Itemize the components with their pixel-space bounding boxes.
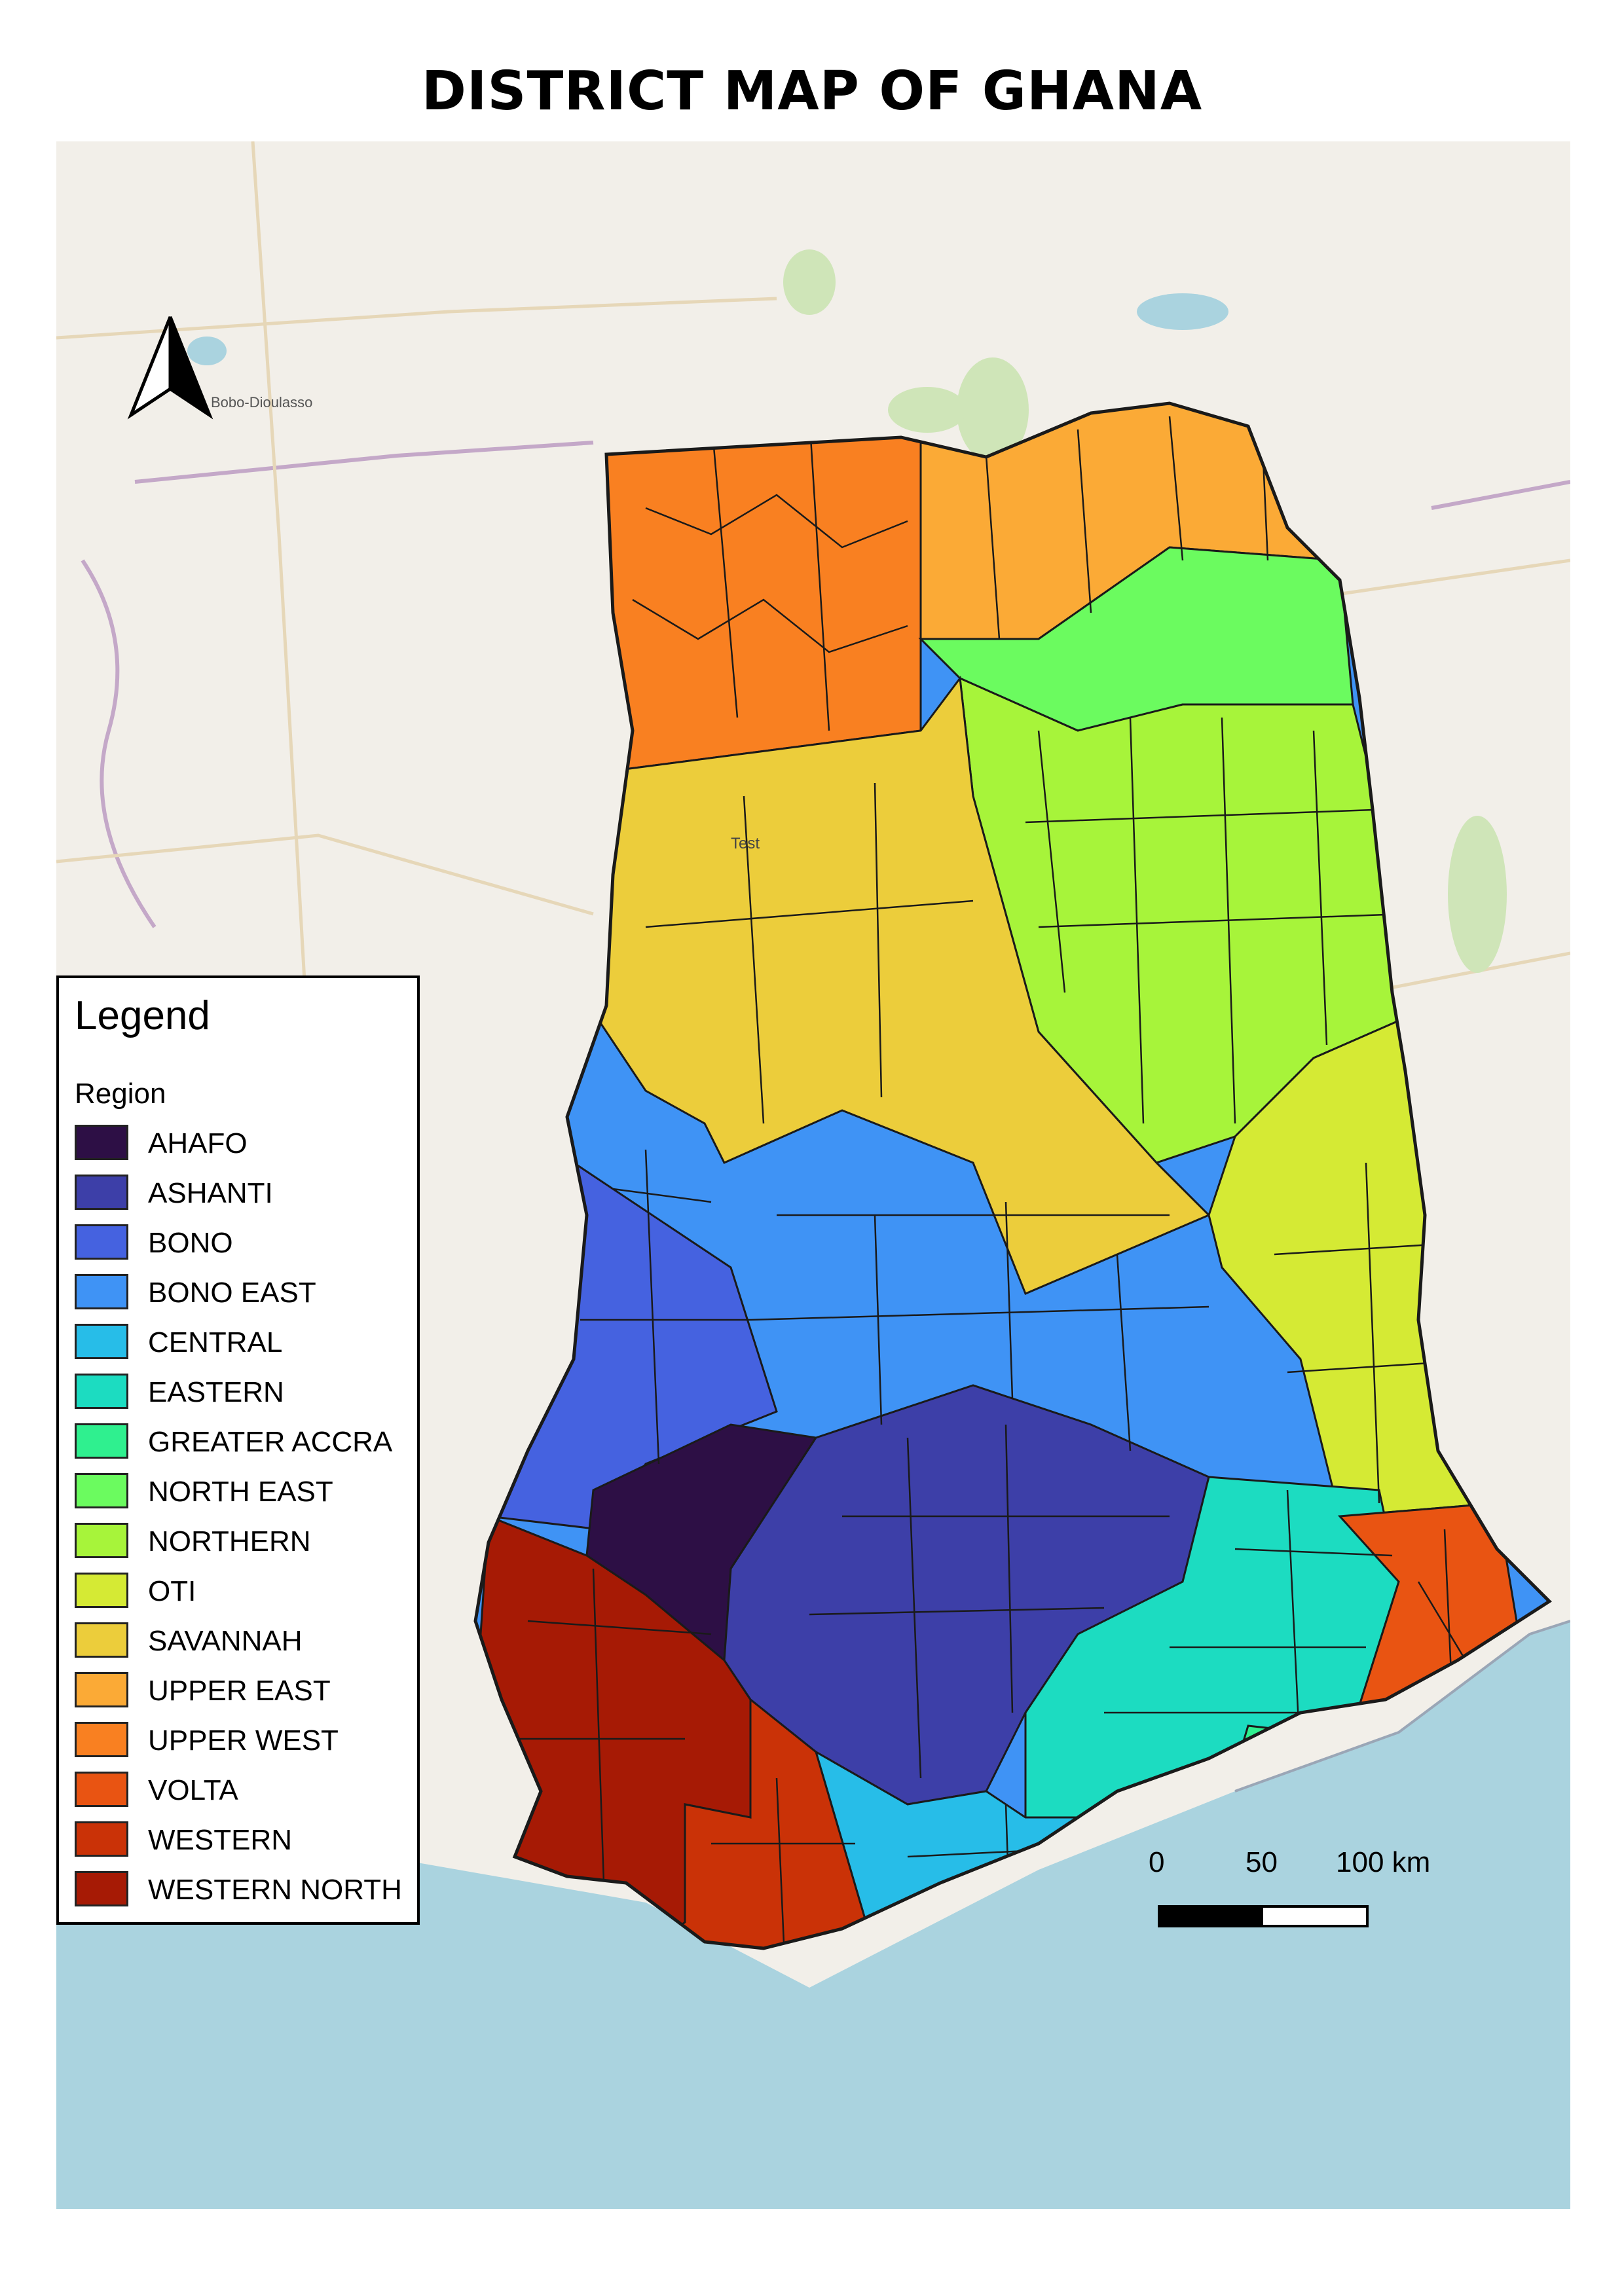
legend-item: BONO EAST bbox=[75, 1273, 409, 1313]
legend-subtitle: Region bbox=[75, 1078, 166, 1110]
legend-item: OTI bbox=[75, 1571, 409, 1612]
page-title: DISTRICT MAP OF GHANA bbox=[421, 60, 1203, 122]
legend-item: UPPER EAST bbox=[75, 1671, 409, 1711]
legend-label: VOLTA bbox=[148, 1774, 238, 1806]
legend-swatch bbox=[75, 1175, 128, 1210]
legend-item: NORTHERN bbox=[75, 1522, 409, 1562]
legend-label: ASHANTI bbox=[148, 1177, 273, 1209]
legend-swatch bbox=[75, 1125, 128, 1160]
legend-label: NORTH EAST bbox=[148, 1476, 333, 1508]
place-label: Bobo-Dioulasso bbox=[211, 394, 312, 410]
legend-item: EASTERN bbox=[75, 1372, 409, 1413]
legend-label: UPPER WEST bbox=[148, 1724, 339, 1757]
park bbox=[888, 387, 967, 433]
legend-swatch bbox=[75, 1722, 128, 1757]
legend-item: WESTERN bbox=[75, 1820, 409, 1861]
border-line bbox=[1431, 480, 1570, 510]
road bbox=[251, 141, 307, 993]
legend-item: VOLTA bbox=[75, 1770, 409, 1811]
sea bbox=[56, 1621, 1570, 2209]
place-label: Test bbox=[731, 835, 760, 852]
legend-label: OTI bbox=[148, 1575, 196, 1607]
legend-panel: Legend Region AHAFO ASHANTI BONO BONO EAST C… bbox=[56, 975, 420, 1925]
legend-item: ASHANTI bbox=[75, 1173, 409, 1214]
legend-swatch bbox=[75, 1274, 128, 1309]
legend-item: GREATER ACCRA bbox=[75, 1422, 409, 1463]
lake bbox=[187, 337, 227, 365]
region-savannah[interactable] bbox=[579, 676, 1211, 1295]
legend-item: NORTH EAST bbox=[75, 1472, 409, 1512]
legend-label: CENTRAL bbox=[148, 1326, 283, 1358]
legend-label: UPPER EAST bbox=[148, 1675, 331, 1707]
coastline bbox=[1234, 1620, 1570, 1793]
road bbox=[56, 297, 777, 340]
legend-swatch bbox=[75, 1374, 128, 1409]
map-canvas[interactable]: Bobo-Dioulasso bbox=[56, 141, 1570, 2209]
legend-swatch bbox=[75, 1772, 128, 1807]
legend-label: NORTHERN bbox=[148, 1525, 311, 1558]
legend-label: BONO bbox=[148, 1227, 233, 1259]
legend-label: AHAFO bbox=[148, 1127, 248, 1159]
legend-label: WESTERN NORTH bbox=[148, 1874, 402, 1906]
legend-swatch bbox=[75, 1523, 128, 1558]
road bbox=[1365, 951, 1570, 994]
legend-swatch bbox=[75, 1473, 128, 1508]
scale-segment-black bbox=[1160, 1908, 1263, 1925]
north-arrow-icon bbox=[127, 316, 213, 420]
legend-label: EASTERN bbox=[148, 1376, 284, 1408]
legend-swatch bbox=[75, 1672, 128, 1707]
legend-item: BONO bbox=[75, 1223, 409, 1264]
legend-label: SAVANNAH bbox=[148, 1625, 303, 1657]
legend-label: BONO EAST bbox=[148, 1277, 316, 1309]
park bbox=[783, 249, 836, 315]
border-line bbox=[81, 559, 157, 928]
park bbox=[1448, 816, 1507, 973]
legend-swatch bbox=[75, 1821, 128, 1857]
legend-item: CENTRAL bbox=[75, 1322, 409, 1363]
scale-label-mid: 50 bbox=[1246, 1846, 1278, 1878]
legend-item: WESTERN NORTH bbox=[75, 1870, 409, 1910]
legend-swatch bbox=[75, 1423, 128, 1459]
border-line bbox=[134, 441, 594, 484]
legend-swatch bbox=[75, 1622, 128, 1658]
legend-label: WESTERN bbox=[148, 1824, 292, 1856]
lake bbox=[1137, 293, 1228, 330]
legend-item: UPPER WEST bbox=[75, 1721, 409, 1761]
legend-title: Legend bbox=[75, 993, 210, 1038]
legend-item: SAVANNAH bbox=[75, 1621, 409, 1662]
road bbox=[1300, 558, 1570, 602]
road bbox=[56, 833, 594, 916]
scale-label-zero: 0 bbox=[1149, 1846, 1165, 1878]
scale-label-end: 100 km bbox=[1336, 1846, 1431, 1878]
legend-swatch bbox=[75, 1224, 128, 1260]
legend-label: GREATER ACCRA bbox=[148, 1426, 393, 1458]
map-svg: Bobo-Dioulasso bbox=[56, 141, 1570, 2209]
scale-bar: 0 50 100 km bbox=[1139, 1846, 1430, 1938]
scale-track bbox=[1158, 1905, 1369, 1927]
legend-swatch bbox=[75, 1871, 128, 1906]
legend-swatch bbox=[75, 1573, 128, 1608]
park bbox=[957, 357, 1029, 462]
legend-swatch bbox=[75, 1324, 128, 1359]
legend-item: AHAFO bbox=[75, 1123, 409, 1164]
